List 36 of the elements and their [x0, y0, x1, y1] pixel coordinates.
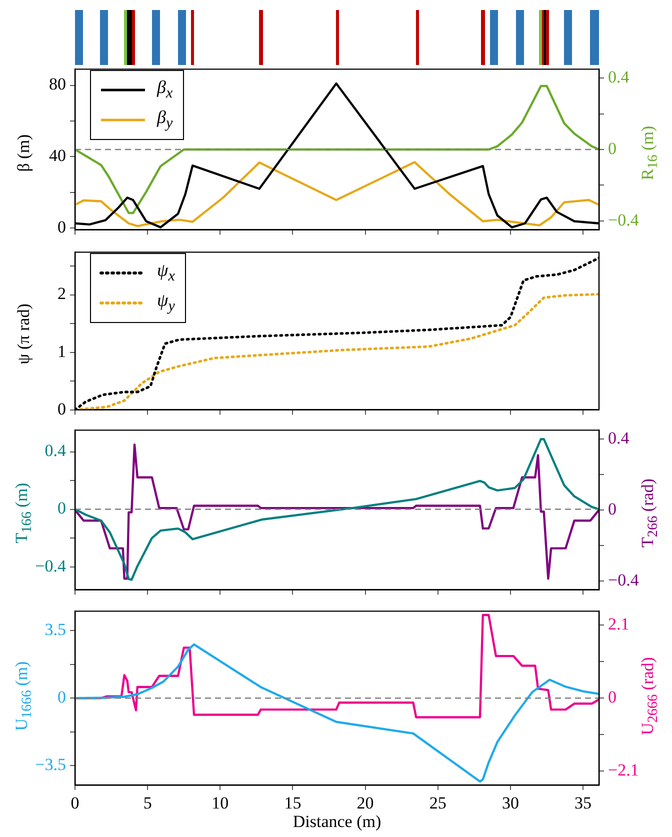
x-tick-label: 30 [502, 794, 519, 813]
y-tick-label: 0 [58, 688, 66, 707]
y2-tick-label: −0.4 [608, 210, 640, 230]
y2-tick-label: 0.4 [608, 428, 630, 448]
legend-label: ψ$_{y}$ [157, 290, 175, 316]
y-axis-title: β (m) [14, 134, 34, 172]
y-tick-label: −3.5 [35, 755, 66, 774]
legend-label: β$_{y}$ [157, 107, 173, 133]
y2-tick-label: −2.1 [608, 760, 639, 780]
y-tick-label: 1 [58, 342, 66, 361]
y-tick-label: 2 [58, 284, 66, 304]
legend-label: β$_{x}$ [157, 77, 173, 103]
y-tick-label: 0.4 [44, 441, 66, 460]
y-tick-label: 0 [58, 399, 66, 418]
x-axis-title: Distance (m) [292, 812, 382, 832]
x-tick-label: 25 [429, 794, 446, 813]
x-tick-label: 0 [70, 794, 80, 813]
y2-tick-label: −0.4 [608, 570, 640, 590]
y-tick-label: 0 [58, 498, 66, 518]
y-axis-title: ψ (π rad) [14, 304, 34, 364]
x-tick-label: 35 [574, 794, 592, 813]
y-tick-label: −0.4 [35, 556, 66, 576]
y2-tick-label: 0 [608, 688, 616, 707]
x-tick-label: 5 [143, 794, 152, 813]
y-tick-label: 0 [58, 217, 66, 236]
x-tick-label: 10 [212, 794, 229, 813]
y-tick-label: 40 [49, 146, 66, 166]
y2-tick-label: 2.1 [608, 614, 630, 634]
y-tick-label: 3.5 [44, 620, 66, 639]
x-tick-label: 15 [284, 794, 302, 813]
legend-label: ψ$_{x}$ [157, 260, 175, 286]
y2-tick-label: 0 [608, 499, 616, 518]
y2-tick-label: 0 [608, 138, 616, 158]
y2-tick-label: 0.4 [608, 68, 630, 87]
y-tick-label: 80 [49, 74, 66, 94]
x-tick-label: 20 [356, 794, 374, 813]
